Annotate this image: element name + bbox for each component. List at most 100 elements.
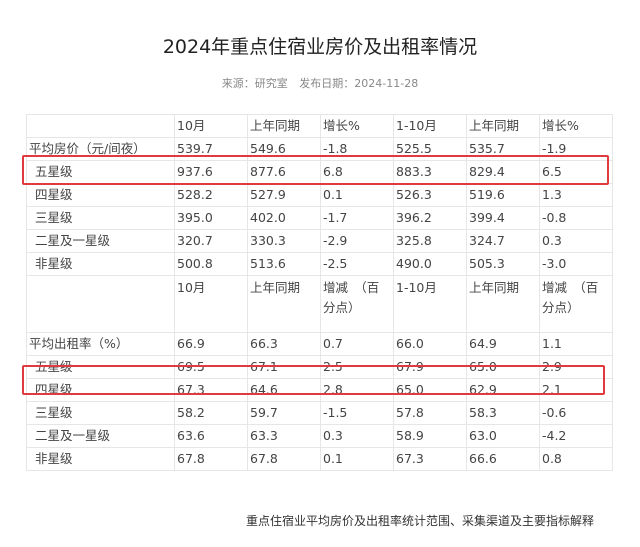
table-cell: 0.3 — [320, 424, 394, 448]
row-label: 五星级 — [26, 355, 175, 379]
column-header: 增长% — [320, 114, 394, 138]
table-cell: 539.7 — [174, 137, 248, 161]
table-cell: 58.3 — [466, 401, 540, 425]
table-cell: 500.8 — [174, 252, 248, 276]
table-cell: 519.6 — [466, 183, 540, 207]
column-header: 10月 — [174, 114, 248, 138]
table-cell: 2.5 — [320, 355, 394, 379]
column-header: 增减 （百分点） — [320, 275, 394, 333]
table-cell: 399.4 — [466, 206, 540, 230]
table-row: 非星级 500.8 513.6 -2.5 490.0 505.3 -3.0 — [26, 252, 613, 276]
table-cell: -0.6 — [539, 401, 613, 425]
table-row: 四星级 528.2 527.9 0.1 526.3 519.6 1.3 — [26, 183, 613, 207]
table-cell: 505.3 — [466, 252, 540, 276]
row-label: 非星级 — [26, 447, 175, 471]
table-cell: 877.6 — [247, 160, 321, 184]
table-cell: -0.8 — [539, 206, 613, 230]
column-header: 增长% — [539, 114, 613, 138]
table-cell: 66.3 — [247, 332, 321, 356]
row-label: 二星及一星级 — [26, 424, 175, 448]
table-cell: 528.2 — [174, 183, 248, 207]
table-cell: 535.7 — [466, 137, 540, 161]
table-row: 三星级 58.2 59.7 -1.5 57.8 58.3 -0.6 — [26, 401, 613, 425]
table-cell: 395.0 — [174, 206, 248, 230]
table-cell: 66.0 — [393, 332, 467, 356]
table-cell: 58.2 — [174, 401, 248, 425]
table-cell: 6.5 — [539, 160, 613, 184]
table-cell: 67.9 — [393, 355, 467, 379]
table-cell: 67.3 — [393, 447, 467, 471]
hotel-stats-table: 10月 上年同期 增长% 1-10月 上年同期 增长% 平均房价（元/间夜） 539.7 549… — [26, 114, 613, 471]
table-cell: -1.8 — [320, 137, 394, 161]
footer-link[interactable]: 重点住宿业平均房价及出租率统计范围、采集渠道及主要指标解释 — [245, 514, 594, 528]
page-title: 2024年重点住宿业房价及出租率情况 — [162, 36, 478, 58]
table-cell: 58.9 — [393, 424, 467, 448]
table-cell: -2.5 — [320, 252, 394, 276]
row-label: 三星级 — [26, 401, 175, 425]
table-header-row: 10月 上年同期 增减 （百分点） 1-10月 上年同期 增减 （百分点） — [26, 275, 613, 333]
table-cell: 6.8 — [320, 160, 394, 184]
table-row: 四星级 67.3 64.6 2.8 65.0 62.9 2.1 — [26, 378, 613, 402]
table-row: 三星级 395.0 402.0 -1.7 396.2 399.4 -0.8 — [26, 206, 613, 230]
article-meta: 来源：研究室 发布日期：2024-11-28 — [0, 75, 640, 91]
table-cell: 64.6 — [247, 378, 321, 402]
table-cell: 0.8 — [539, 447, 613, 471]
column-header: 上年同期 — [466, 275, 540, 333]
row-label: 非星级 — [26, 252, 175, 276]
row-label: 三星级 — [26, 206, 175, 230]
table-cell: 2.1 — [539, 378, 613, 402]
table-cell: -4.2 — [539, 424, 613, 448]
table-header-row: 10月 上年同期 增长% 1-10月 上年同期 增长% — [26, 114, 613, 138]
table-cell: 829.4 — [466, 160, 540, 184]
table-cell: 63.3 — [247, 424, 321, 448]
table-row: 平均出租率（%） 66.9 66.3 0.7 66.0 64.9 1.1 — [26, 332, 613, 356]
table-cell: 59.7 — [247, 401, 321, 425]
table-cell: 0.3 — [539, 229, 613, 253]
row-label: 四星级 — [26, 378, 175, 402]
table-cell: 0.1 — [320, 183, 394, 207]
row-label: 五星级 — [26, 160, 175, 184]
table-cell: 325.8 — [393, 229, 467, 253]
table-cell: 883.3 — [393, 160, 467, 184]
table-cell: 62.9 — [466, 378, 540, 402]
table-cell: 67.3 — [174, 378, 248, 402]
column-header: 1-10月 — [393, 275, 467, 333]
table-cell: 324.7 — [466, 229, 540, 253]
table-cell: 67.1 — [247, 355, 321, 379]
table-cell: -1.9 — [539, 137, 613, 161]
table-cell: 2.9 — [539, 355, 613, 379]
table-row: 五星级 69.5 67.1 2.5 67.9 65.0 2.9 — [26, 355, 613, 379]
table-cell: 937.6 — [174, 160, 248, 184]
column-header: 上年同期 — [247, 114, 321, 138]
table-cell: 320.7 — [174, 229, 248, 253]
row-label: 二星及一星级 — [26, 229, 175, 253]
table-cell: 526.3 — [393, 183, 467, 207]
table-cell: 527.9 — [247, 183, 321, 207]
row-label — [26, 275, 175, 333]
table-cell: 1.3 — [539, 183, 613, 207]
table-cell: 525.5 — [393, 137, 467, 161]
column-header: 增减 （百分点） — [539, 275, 613, 333]
table-cell: 67.8 — [247, 447, 321, 471]
source: 来源：研究室 — [221, 77, 288, 90]
table-cell: 66.9 — [174, 332, 248, 356]
table-cell: 63.0 — [466, 424, 540, 448]
table-cell: 67.8 — [174, 447, 248, 471]
table-cell: 330.3 — [247, 229, 321, 253]
table-cell: 490.0 — [393, 252, 467, 276]
table-cell: 57.8 — [393, 401, 467, 425]
table-row: 二星及一星级 320.7 330.3 -2.9 325.8 324.7 0.3 — [26, 229, 613, 253]
table-row: 五星级 937.6 877.6 6.8 883.3 829.4 6.5 — [26, 160, 613, 184]
column-header: 上年同期 — [247, 275, 321, 333]
table-cell: 513.6 — [247, 252, 321, 276]
table-row: 非星级 67.8 67.8 0.1 67.3 66.6 0.8 — [26, 447, 613, 471]
row-label: 四星级 — [26, 183, 175, 207]
column-header: 1-10月 — [393, 114, 467, 138]
table-cell: 65.0 — [466, 355, 540, 379]
table-cell: 69.5 — [174, 355, 248, 379]
table-cell: 396.2 — [393, 206, 467, 230]
table-cell: -1.7 — [320, 206, 394, 230]
table-cell: -2.9 — [320, 229, 394, 253]
row-label: 平均出租率（%） — [26, 332, 175, 356]
table-cell: 66.6 — [466, 447, 540, 471]
